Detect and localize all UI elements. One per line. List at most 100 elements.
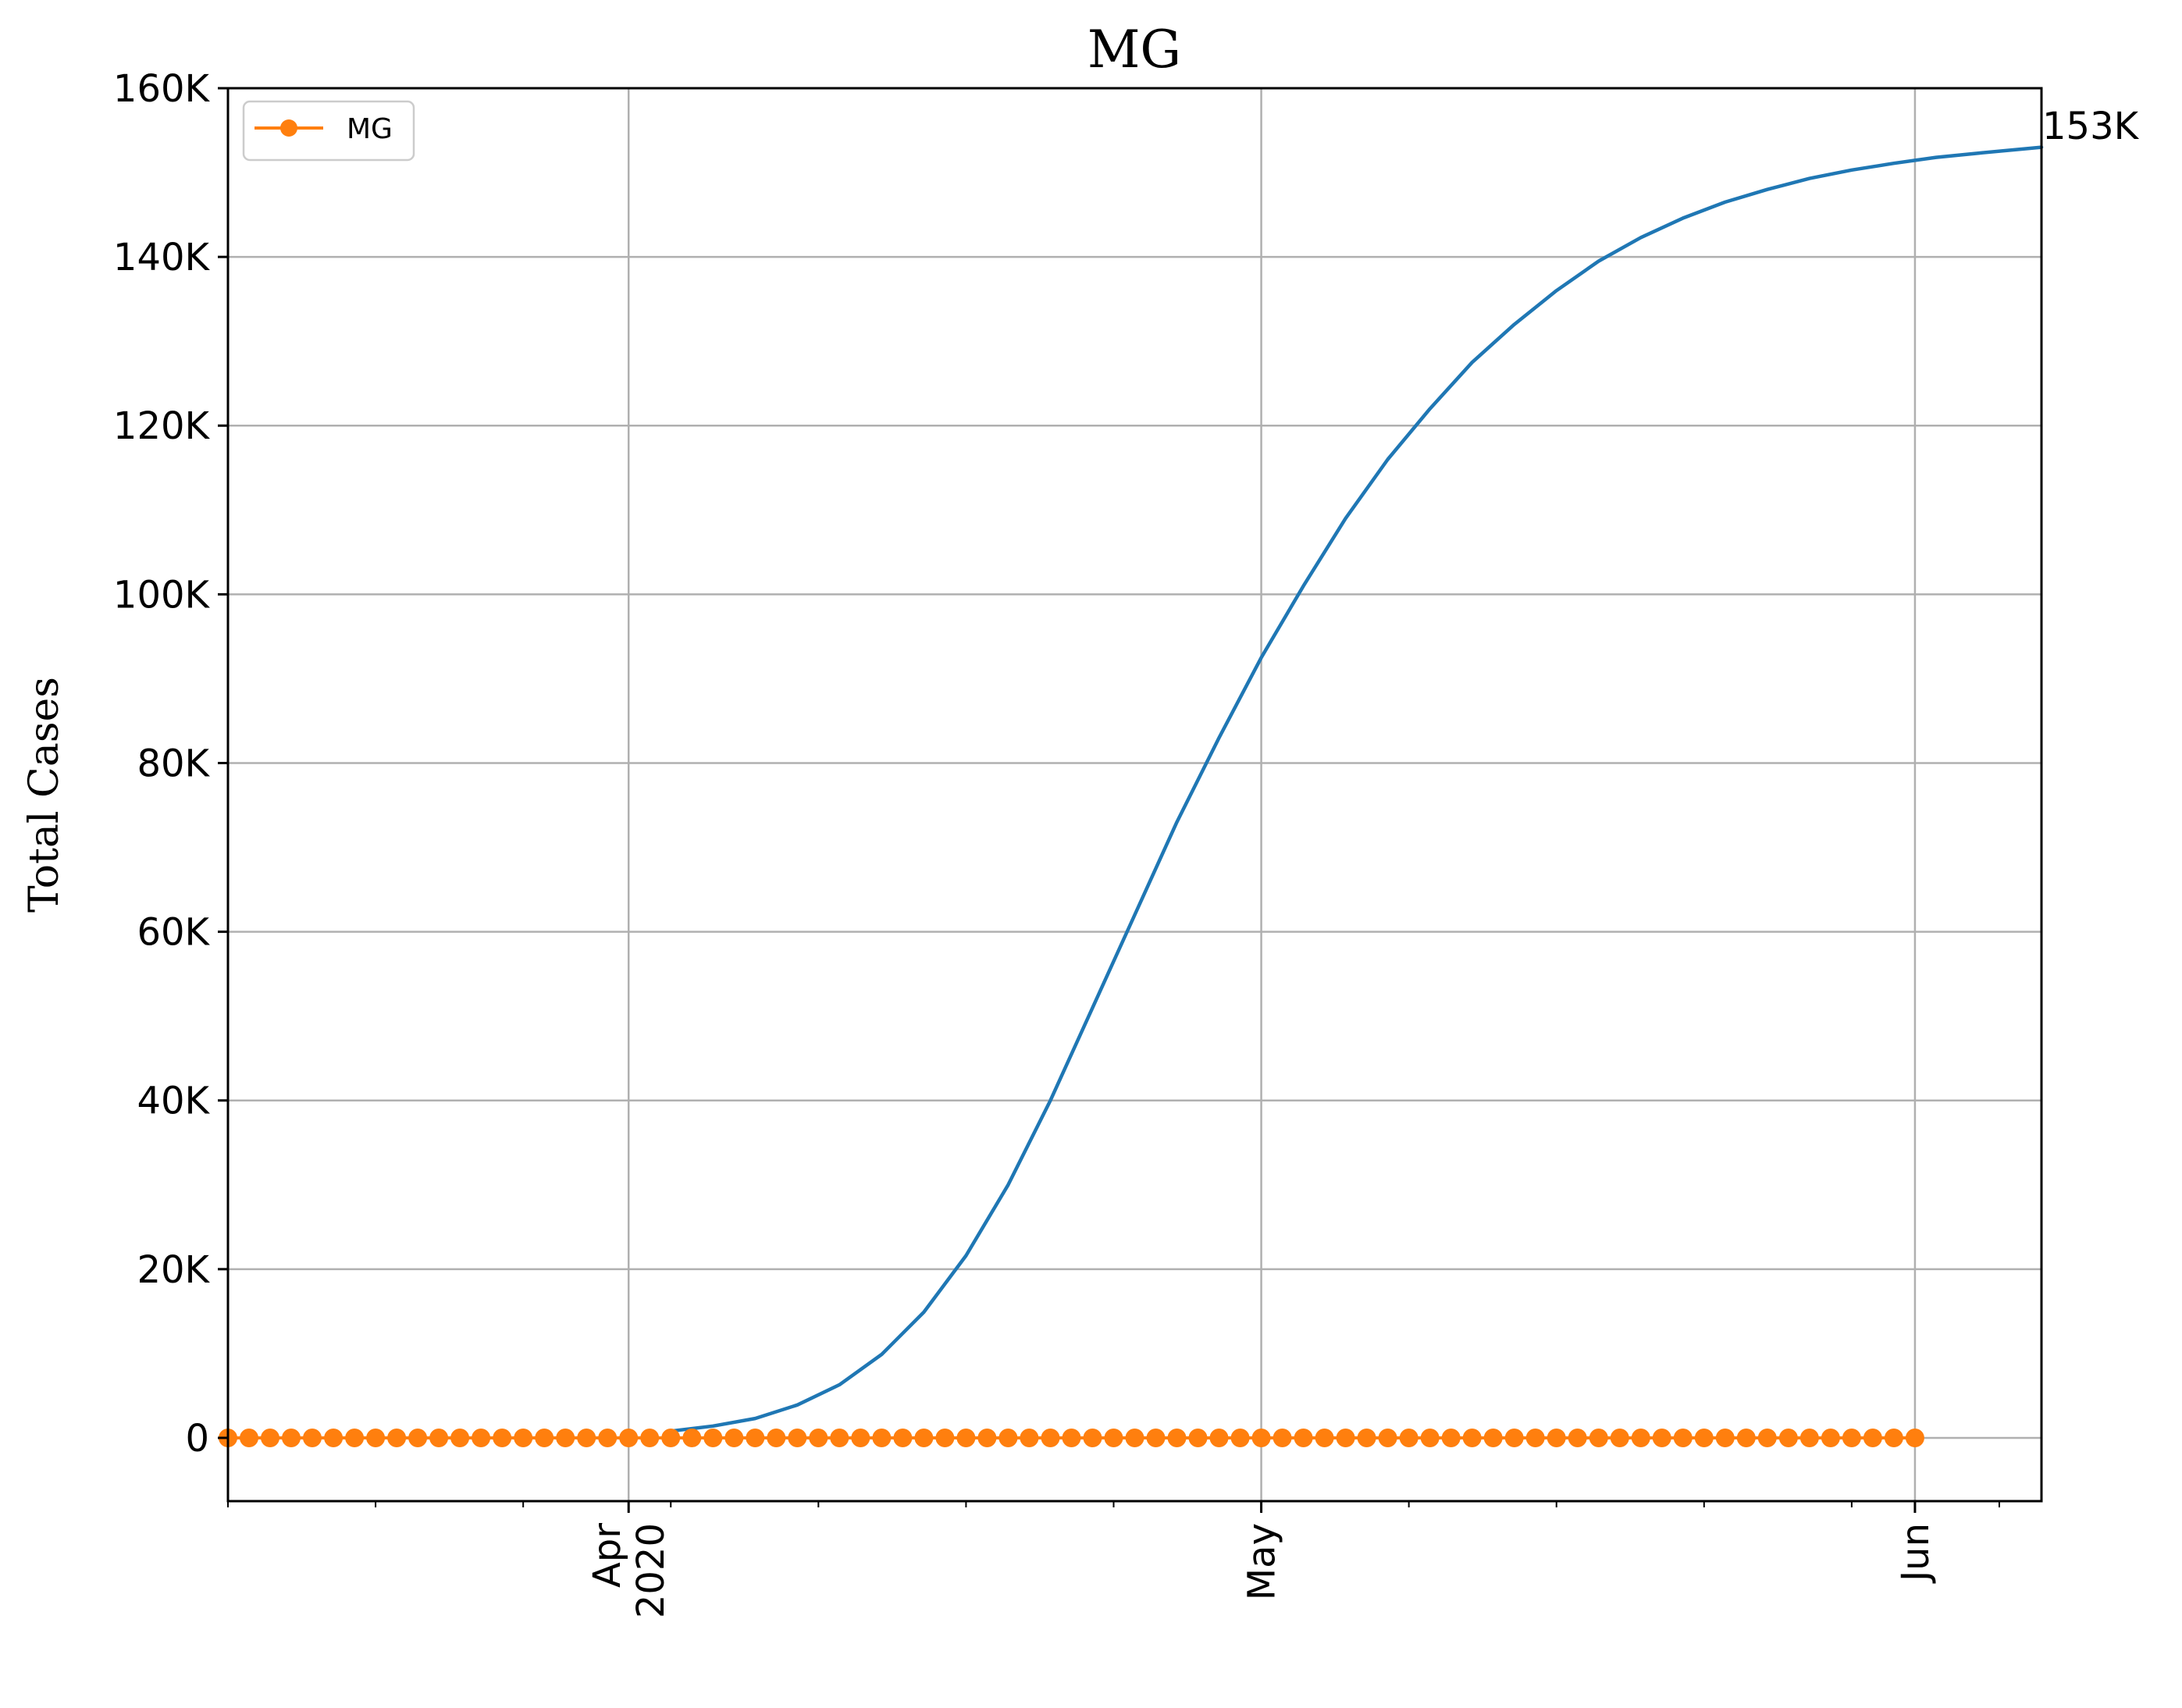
y-tick-label: 120K [113, 404, 211, 448]
observed-point [429, 1429, 449, 1447]
observed-point [324, 1429, 343, 1447]
observed-point [1357, 1429, 1376, 1447]
observed-point [472, 1429, 491, 1447]
observed-point [1778, 1429, 1798, 1447]
observed-point [1673, 1429, 1693, 1447]
observed-point [1547, 1429, 1566, 1447]
observed-point [1336, 1429, 1355, 1447]
fitted-curve-line [668, 145, 2044, 1433]
observed-point [450, 1429, 470, 1447]
observed-point [893, 1429, 913, 1447]
observed-point [640, 1429, 660, 1447]
observed-point [1399, 1429, 1418, 1447]
x-tick-label: Apr2020 [586, 1523, 673, 1618]
observed-point [1525, 1429, 1545, 1447]
observed-point [1420, 1429, 1440, 1447]
observed-point [935, 1429, 955, 1447]
y-tick-label: 140K [113, 236, 211, 279]
y-tick-label: 20K [137, 1248, 210, 1292]
observed-point [514, 1429, 533, 1447]
observed-point [1652, 1429, 1671, 1447]
chart-title: MG [1087, 20, 1181, 80]
observed-point [493, 1429, 512, 1447]
observed-point [703, 1429, 723, 1447]
y-tick-label: 40K [137, 1080, 210, 1123]
observed-point [1188, 1429, 1208, 1447]
x-axis-ticks: Apr2020 May Jun [227, 1501, 2000, 1618]
observed-series [219, 1429, 1924, 1447]
y-tick-label: 100K [113, 573, 211, 617]
x-tick-label: May [1241, 1523, 1284, 1600]
legend-marker-swatch [280, 119, 297, 137]
observed-point [556, 1429, 575, 1447]
observed-point [598, 1429, 618, 1447]
observed-point [1757, 1429, 1777, 1447]
observed-point [1041, 1429, 1060, 1447]
observed-point [1378, 1429, 1397, 1447]
observed-point [1441, 1429, 1461, 1447]
observed-point [345, 1429, 365, 1447]
observed-point [1251, 1429, 1271, 1447]
plot-area-frame [226, 87, 2043, 1503]
observed-point [830, 1429, 849, 1447]
observed-point [682, 1429, 702, 1447]
observed-point [1568, 1429, 1587, 1447]
legend: MG [242, 100, 415, 162]
observed-point [387, 1429, 407, 1447]
observed-point [1694, 1429, 1714, 1447]
x-tick-label-line: Jun [1894, 1523, 1938, 1584]
observed-point [1863, 1429, 1882, 1447]
observed-point [1146, 1429, 1166, 1447]
observed-point [282, 1429, 301, 1447]
observed-point [1462, 1429, 1482, 1447]
observed-point [1167, 1429, 1187, 1447]
observed-point [619, 1429, 639, 1447]
fitted-series [668, 145, 2044, 1433]
observed-point [1842, 1429, 1861, 1447]
observed-point [1209, 1429, 1229, 1447]
observed-point [261, 1429, 279, 1447]
observed-point [366, 1429, 386, 1447]
observed-point [872, 1429, 892, 1447]
observed-point [1821, 1429, 1840, 1447]
observed-point [1905, 1429, 1924, 1447]
x-tick-label: Jun [1894, 1523, 1938, 1584]
observed-point [1273, 1429, 1292, 1447]
observed-point [1020, 1429, 1039, 1447]
y-axis-ticks: 0 20K 40K 60K 80K 100K 120K 140K 160K [113, 67, 228, 1461]
observed-point [788, 1429, 807, 1447]
y-tick-label: 60K [137, 911, 210, 955]
y-tick-label: 80K [137, 742, 210, 785]
observed-point [1736, 1429, 1756, 1447]
observed-point [809, 1429, 828, 1447]
legend-entry-mg: MG [347, 113, 393, 145]
observed-point [998, 1429, 1018, 1447]
observed-point [724, 1429, 744, 1447]
y-axis-label: Total Cases [21, 677, 68, 913]
observed-point [1104, 1429, 1123, 1447]
observed-point [1230, 1429, 1250, 1447]
observed-point [956, 1429, 976, 1447]
observed-point [1483, 1429, 1503, 1447]
observed-point [1083, 1429, 1102, 1447]
y-tick-label: 0 [185, 1417, 209, 1461]
observed-point [746, 1429, 765, 1447]
observed-point [914, 1429, 934, 1447]
observed-point [1610, 1429, 1629, 1447]
observed-point [535, 1429, 554, 1447]
observed-point [1062, 1429, 1081, 1447]
observed-point [1294, 1429, 1313, 1447]
observed-point [1504, 1429, 1524, 1447]
observed-point [577, 1429, 596, 1447]
observed-point [767, 1429, 786, 1447]
y-tick-label: 160K [113, 67, 211, 111]
observed-point [1799, 1429, 1819, 1447]
observed-point [1715, 1429, 1735, 1447]
observed-point [1631, 1429, 1650, 1447]
observed-point [1125, 1429, 1144, 1447]
observed-point [1315, 1429, 1334, 1447]
observed-point [1589, 1429, 1608, 1447]
observed-point [1884, 1429, 1903, 1447]
